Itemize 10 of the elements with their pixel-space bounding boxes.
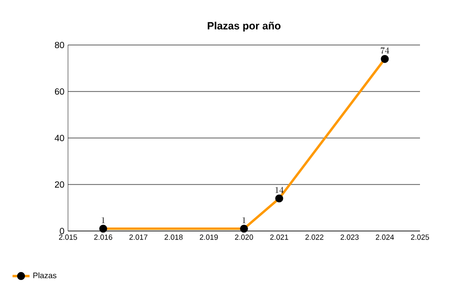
data-label: 14 <box>275 186 284 193</box>
data-label: 1 <box>242 217 246 224</box>
data-label: 74 <box>380 47 390 54</box>
chart-title: Plazas por año <box>208 22 280 32</box>
y-tick-label: 40 <box>54 134 64 142</box>
y-tick-label: 60 <box>54 88 64 95</box>
y-tick-label: 20 <box>54 181 64 188</box>
y-tick-label: 80 <box>54 42 64 48</box>
y-tick-label: 0 <box>60 228 64 234</box>
data-label: 1 <box>102 217 105 224</box>
